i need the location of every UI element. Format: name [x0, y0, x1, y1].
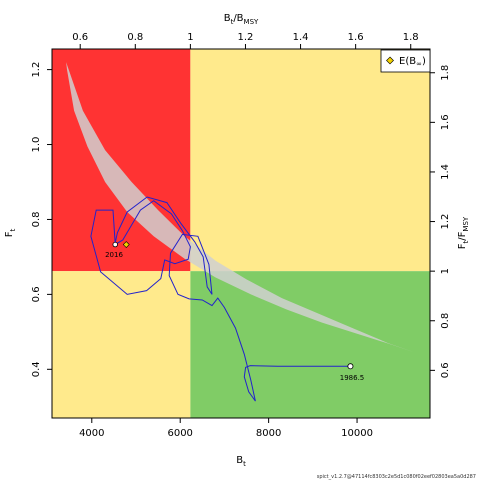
- legend-diamond-marker: [386, 56, 394, 65]
- upper-yellow-quadrant: [190, 49, 430, 272]
- y-tick-label: 0.8: [31, 211, 42, 227]
- top-tick-label: 0.6: [72, 32, 88, 43]
- top-axis-label: Bt/BMSY: [224, 13, 259, 26]
- lower-yellow-quadrant: [52, 271, 191, 418]
- x-axis-label: Bt: [236, 455, 246, 468]
- axes: 4000 6000 8000 10000 0.4 0.6 0.8 1.0 1.2 0.6 0.8 1 1…: [31, 32, 451, 439]
- biomass-fishing-trajectory: [90, 196, 351, 402]
- right-tick-label: 1.2: [440, 214, 451, 230]
- right-tick-label: 1: [440, 268, 451, 274]
- y-tick-label: 0.6: [31, 286, 42, 302]
- quadrant-backgrounds: [52, 49, 430, 418]
- top-tick-label: 1.4: [293, 32, 309, 43]
- right-tick-label: 1.6: [440, 114, 451, 130]
- confidence-ellipse: [66, 62, 415, 353]
- x-tick-label: 10000: [341, 428, 373, 439]
- plot-frame: [51, 48, 431, 419]
- x-tick-label: 4000: [79, 428, 104, 439]
- top-tick-label: 1: [187, 32, 193, 43]
- point-marks: [112, 241, 354, 370]
- top-tick-label: 1.6: [348, 32, 364, 43]
- end-year-label: 2016: [105, 251, 123, 259]
- expected-equilibrium-marker: [122, 241, 130, 248]
- right-axis-label: Ft/FMSY: [457, 216, 470, 249]
- y-tick-label: 0.4: [31, 361, 42, 377]
- top-tick-label: 1.2: [238, 32, 254, 43]
- y-tick-label: 1.0: [31, 137, 42, 153]
- end-point: [112, 241, 118, 248]
- right-tick-label: 1.4: [440, 164, 451, 180]
- trajectory-line: [90, 196, 351, 402]
- green-quadrant: [190, 271, 430, 418]
- y-axis-label: Ft: [4, 228, 17, 237]
- legend-label: E(B∞): [399, 56, 426, 68]
- legend-box: [380, 49, 431, 73]
- x-tick-label: 6000: [167, 428, 192, 439]
- top-tick-label: 0.8: [127, 32, 143, 43]
- right-tick-label: 0.6: [440, 362, 451, 378]
- version-footer: spict_v1.2.7@47114fc8303c2e5d1c080f02eef…: [317, 474, 476, 480]
- right-tick-label: 1.8: [440, 65, 451, 81]
- y-tick-label: 1.2: [31, 62, 42, 78]
- top-tick-label: 1.8: [403, 32, 419, 43]
- right-tick-label: 0.8: [440, 313, 451, 329]
- x-tick-label: 8000: [256, 428, 281, 439]
- legend: E(B∞): [380, 49, 431, 73]
- start-point: [347, 363, 354, 370]
- start-year-label: 1986.5: [340, 374, 365, 382]
- confidence-region: [66, 62, 415, 353]
